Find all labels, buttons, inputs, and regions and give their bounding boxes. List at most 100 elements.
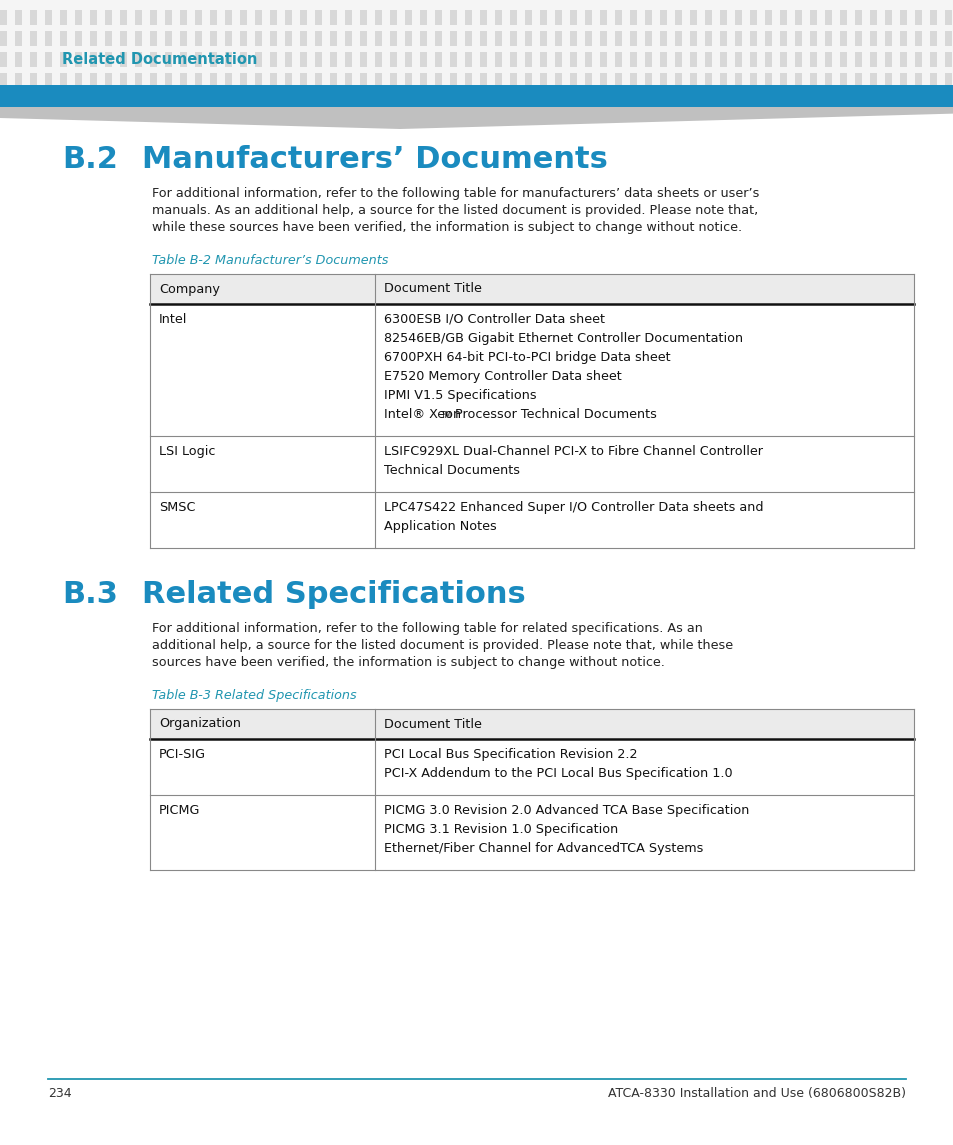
Bar [375,10,381,25]
Bar [584,10,592,25]
Bar [150,709,913,739]
Bar [405,52,412,68]
Text: For additional information, refer to the following table for manufacturers’ data: For additional information, refer to the… [152,187,759,200]
Bar [390,31,396,46]
Bar [330,10,336,25]
Bar [45,52,52,68]
Bar [944,52,951,68]
Bar [539,73,546,88]
Bar [704,31,711,46]
Bar [569,10,577,25]
Bar [330,73,336,88]
Bar [150,10,157,25]
Bar [914,10,921,25]
Bar [464,94,472,109]
Text: Manufacturers’ Documents: Manufacturers’ Documents [142,145,607,174]
Bar [495,10,501,25]
Bar [210,10,216,25]
Bar [75,94,82,109]
Bar [524,73,532,88]
Bar [854,10,862,25]
Bar [944,31,951,46]
Bar [359,73,367,88]
Bar [510,94,517,109]
Bar [599,10,606,25]
Bar [644,94,651,109]
Bar [510,31,517,46]
Bar [659,94,666,109]
Bar [359,94,367,109]
Bar [914,73,921,88]
Bar [90,52,97,68]
Bar [869,94,876,109]
Bar [450,10,456,25]
Bar [435,10,441,25]
Text: ATCA-8330 Installation and Use (6806800S82B): ATCA-8330 Installation and Use (6806800S… [607,1087,905,1100]
Bar [599,52,606,68]
Bar [285,31,292,46]
Text: 234: 234 [48,1087,71,1100]
Bar [884,52,891,68]
Bar [615,73,621,88]
Bar [510,52,517,68]
Bar [314,94,322,109]
Bar [75,73,82,88]
Bar [135,73,142,88]
Bar [45,94,52,109]
Bar [314,10,322,25]
Bar [675,31,681,46]
Bar [704,52,711,68]
Bar [150,52,157,68]
Bar [225,52,232,68]
Text: additional help, a source for the listed document is provided. Please note that,: additional help, a source for the listed… [152,639,732,652]
Bar [390,52,396,68]
Bar [599,94,606,109]
Bar [734,10,741,25]
Bar [330,31,336,46]
Bar [254,73,262,88]
Text: 82546EB/GB Gigabit Ethernet Controller Documentation: 82546EB/GB Gigabit Ethernet Controller D… [384,332,742,345]
Text: while these sources have been verified, the information is subject to change wit: while these sources have been verified, … [152,221,741,234]
Bar [299,94,307,109]
Bar [524,52,532,68]
Bar [375,94,381,109]
Bar [60,10,67,25]
Bar [254,94,262,109]
Bar [899,10,906,25]
Bar [60,94,67,109]
Bar [270,73,276,88]
Bar [510,10,517,25]
Bar [615,31,621,46]
Bar [615,94,621,109]
Bar [809,73,816,88]
Bar [464,10,472,25]
Text: Document Title: Document Title [384,283,482,295]
Bar [780,10,786,25]
Bar [884,10,891,25]
Bar [689,10,697,25]
Bar [794,10,801,25]
Bar [840,31,846,46]
Bar [689,73,697,88]
Bar [495,31,501,46]
Bar [644,31,651,46]
Bar [345,52,352,68]
Bar [0,10,7,25]
Bar [629,10,637,25]
Text: PICMG: PICMG [159,804,200,818]
Bar [495,94,501,109]
Bar [15,94,22,109]
Bar [210,94,216,109]
Bar [0,52,7,68]
Bar [840,10,846,25]
Text: TM: TM [440,411,452,420]
Bar [749,10,757,25]
Text: Related Specifications: Related Specifications [142,581,525,609]
Bar [90,94,97,109]
Bar [675,10,681,25]
Bar [675,52,681,68]
Bar [869,10,876,25]
Bar [435,94,441,109]
Text: IPMI V1.5 Specifications: IPMI V1.5 Specifications [384,389,537,402]
Bar [165,10,172,25]
